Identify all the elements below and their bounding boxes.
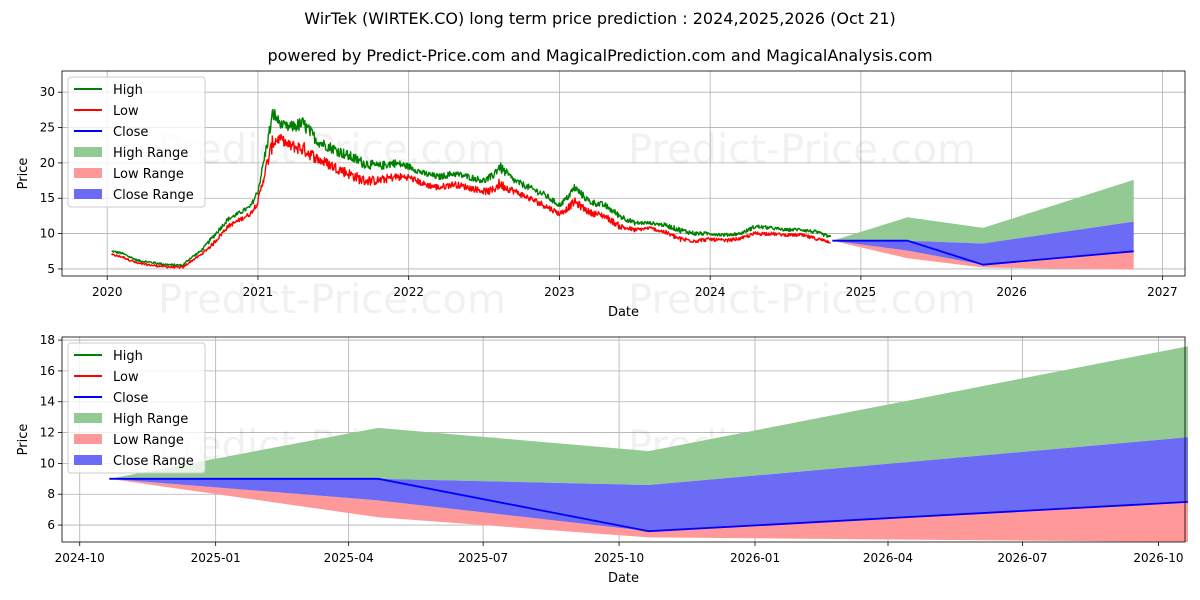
bottom-ytick-label-10: 10: [40, 456, 55, 470]
top-high-line: [111, 108, 832, 267]
top-xtick-label-2027: 2027: [1147, 285, 1178, 299]
bottom-xtick-label-3: 2025-07: [458, 551, 508, 565]
legend-low-label-0: Low: [113, 104, 139, 119]
legend-high-label-1: High: [113, 349, 143, 364]
bottom-xtick-label-8: 2026-10: [1133, 551, 1183, 565]
top-prediction-series: [832, 179, 1134, 270]
top-watermark-3: Predict-Price.com: [158, 277, 506, 323]
top-close-range-band: [832, 221, 1134, 265]
legend-high-range-label-0: High Range: [113, 146, 188, 161]
bottom-xtick-label-1: 2025-01: [191, 551, 241, 565]
top-watermark-4: Predict-Price.com: [628, 277, 976, 323]
bottom-xlabel: Date: [608, 571, 639, 586]
bottom-ylabel: Price: [16, 424, 31, 456]
top-watermark-2: Predict-Price.com: [628, 127, 976, 173]
legend-box-1: [67, 342, 206, 474]
top-low-line: [111, 133, 831, 269]
top-low-range-band: [832, 240, 1134, 270]
top-xlabel: Date: [608, 305, 639, 320]
bottom-xtick-label-4: 2025-10: [594, 551, 644, 565]
top-ytick-label-20: 20: [40, 156, 55, 170]
legend-high-label-0: High: [113, 83, 143, 98]
bottom-xtick-label-7: 2026-07: [997, 551, 1047, 565]
top-ytick-label-30: 30: [40, 85, 55, 99]
bottom-low-range-band: [109, 478, 1188, 542]
bottom-prediction-series: [109, 346, 1189, 542]
top-xtick-label-2024: 2024: [695, 285, 726, 299]
legend-low-range-swatch-1: [74, 434, 102, 444]
legend-close-range-label-1: Close Range: [113, 454, 194, 469]
top-ytick-label-5: 5: [47, 262, 55, 276]
legend-low-range-label-0: Low Range: [113, 167, 184, 182]
bottom-ytick-label-6: 6: [47, 518, 55, 532]
bottom-plot-frame: [61, 336, 1186, 543]
top-history-series: [111, 108, 832, 269]
top-xtick-label-2022: 2022: [393, 285, 424, 299]
bottom-xtick-label-2: 2025-04: [324, 551, 374, 565]
legend-high-range-label-1: High Range: [113, 412, 188, 427]
bottom-xtick-label-0: 2024-10: [55, 551, 105, 565]
legend-high-range-swatch-1: [74, 413, 102, 423]
top-xtick-label-2021: 2021: [243, 285, 274, 299]
top-ytick-label-15: 15: [40, 191, 55, 205]
top-ytick-label-10: 10: [40, 227, 55, 241]
bottom-ytick-label-8: 8: [47, 487, 55, 501]
chart-subtitle: powered by Predict-Price.com and Magical…: [267, 46, 933, 65]
bottom-xtick-label-5: 2026-01: [730, 551, 780, 565]
top-ylabel: Price: [16, 158, 31, 190]
bottom-ytick-label-18: 18: [40, 333, 55, 347]
top-xtick-label-2025: 2025: [846, 285, 877, 299]
legend-close-range-label-0: Close Range: [113, 188, 194, 203]
legend-box-0: [67, 76, 206, 208]
top-plot-frame: [61, 70, 1186, 277]
legend-low-range-swatch-0: [74, 168, 102, 178]
bottom-close-line: [109, 477, 1189, 533]
legend-high-range-swatch-0: [74, 147, 102, 157]
legend-low-range-label-1: Low Range: [113, 433, 184, 448]
chart-title: WirTek (WIRTEK.CO) long term price predi…: [304, 9, 896, 28]
top-xtick-label-2023: 2023: [544, 285, 575, 299]
legend-low-label-1: Low: [113, 370, 139, 385]
bottom-ytick-label-12: 12: [40, 426, 55, 440]
bottom-ytick-label-14: 14: [40, 395, 55, 409]
top-xtick-label-2020: 2020: [92, 285, 123, 299]
bottom-close-range-band: [109, 437, 1188, 532]
top-high-range-band: [832, 179, 1134, 244]
bottom-xtick-label-6: 2026-04: [863, 551, 913, 565]
legend-close-label-1: Close: [113, 391, 148, 406]
legend-close-range-swatch-0: [74, 189, 102, 199]
legend-close-range-swatch-1: [74, 455, 102, 465]
bottom-ytick-label-16: 16: [40, 364, 55, 378]
top-xtick-label-2026: 2026: [996, 285, 1027, 299]
top-close-line: [832, 239, 1134, 266]
legend-close-label-0: Close: [113, 125, 148, 140]
bottom-high-range-band: [109, 346, 1188, 485]
top-ytick-label-25: 25: [40, 121, 55, 135]
